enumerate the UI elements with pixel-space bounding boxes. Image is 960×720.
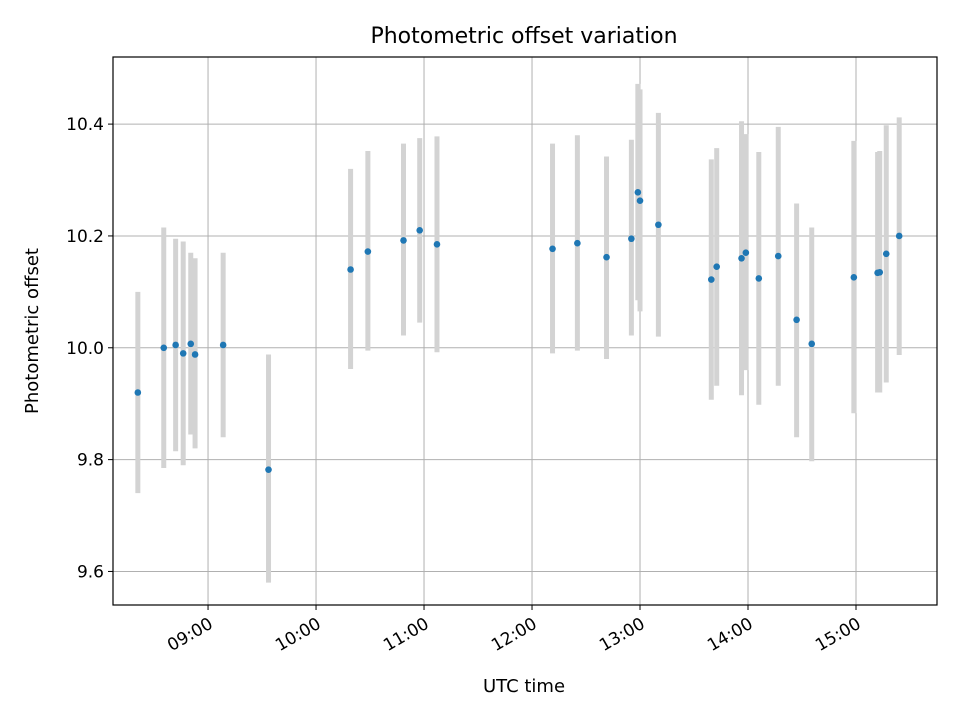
data-point xyxy=(364,248,372,255)
y-axis-label: Photometric offset xyxy=(22,248,43,414)
data-point xyxy=(755,275,763,282)
point-layer xyxy=(134,189,903,473)
data-point xyxy=(191,351,199,358)
data-point xyxy=(574,239,581,247)
data-point xyxy=(876,268,884,276)
data-point xyxy=(134,389,142,396)
data-point xyxy=(265,466,272,473)
data-point xyxy=(808,340,816,348)
data-point xyxy=(628,235,635,243)
data-point xyxy=(713,263,720,270)
data-point xyxy=(793,316,800,324)
data-point xyxy=(172,341,179,349)
y-tick-label: 10.4 xyxy=(66,115,104,135)
data-point xyxy=(707,276,715,283)
data-point xyxy=(774,252,782,260)
data-point xyxy=(738,255,745,262)
chart-title: Photometric offset variation xyxy=(370,24,677,49)
data-point xyxy=(655,221,662,229)
y-tick-label: 9.8 xyxy=(77,451,104,471)
data-point xyxy=(219,341,227,349)
data-point xyxy=(636,197,644,205)
data-point xyxy=(187,340,195,348)
y-tick-label: 10.2 xyxy=(66,227,104,247)
data-point xyxy=(433,241,441,248)
data-point xyxy=(742,249,750,257)
data-point xyxy=(634,189,642,196)
data-point xyxy=(400,237,407,244)
y-axis: 9.6 9.8 10.0 10.2 10.4 xyxy=(66,115,113,582)
plot-area-frame xyxy=(112,56,938,606)
data-point xyxy=(347,266,354,273)
data-point xyxy=(549,245,556,253)
data-point xyxy=(850,274,858,281)
data-point xyxy=(416,227,424,234)
y-tick-label: 9.6 xyxy=(77,562,104,582)
x-axis-label: UTC time xyxy=(483,676,565,697)
data-point xyxy=(160,344,168,352)
data-point xyxy=(882,250,890,258)
data-point xyxy=(179,350,187,357)
data-point xyxy=(603,253,610,261)
data-point xyxy=(895,232,903,240)
y-tick-label: 10.0 xyxy=(66,339,104,359)
